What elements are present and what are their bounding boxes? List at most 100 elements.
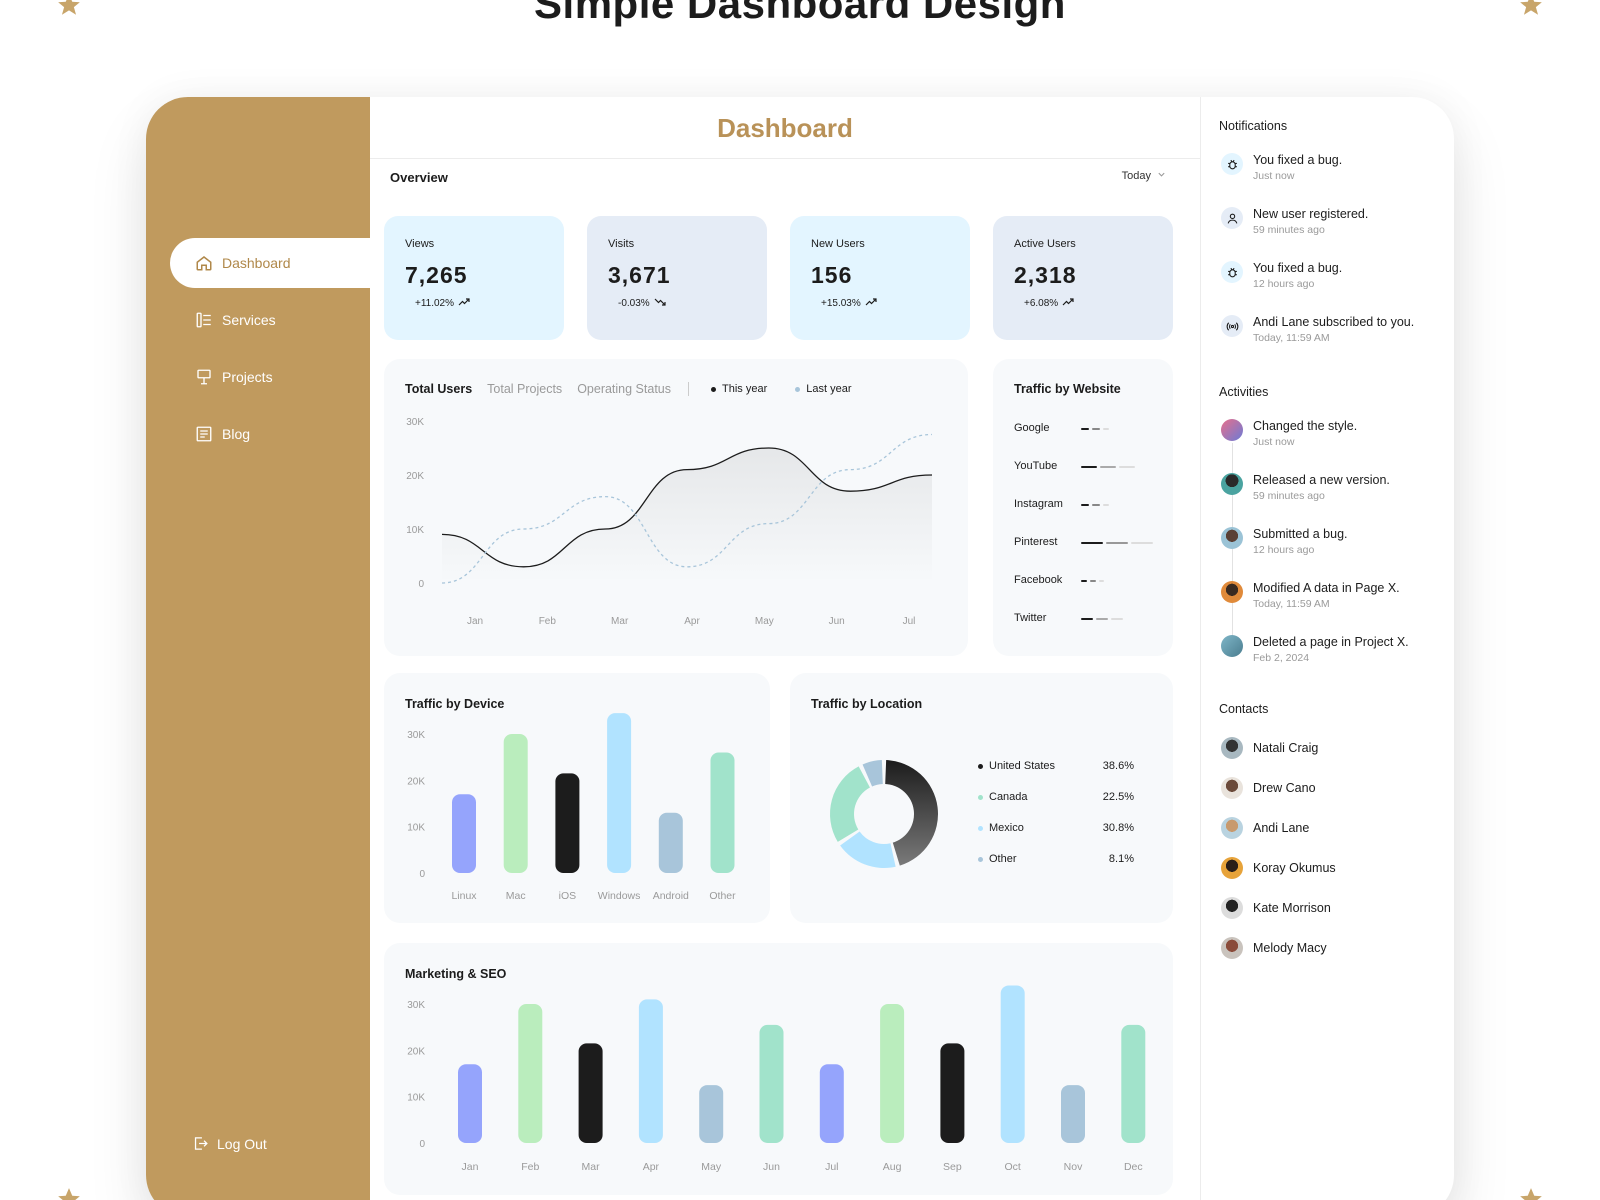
avatar	[1221, 419, 1243, 441]
y-tick-label: 10K	[406, 525, 424, 536]
trend-up-icon	[458, 297, 470, 310]
avatar	[1221, 527, 1243, 549]
contact-name: Andi Lane	[1253, 821, 1310, 835]
activity-text: Submitted a bug.	[1253, 527, 1348, 541]
x-tick-label: May	[701, 1161, 722, 1173]
bar	[458, 1064, 482, 1143]
bug-icon	[1221, 261, 1243, 283]
contact-name: Kate Morrison	[1253, 901, 1331, 915]
presentation-icon	[194, 367, 214, 387]
notification-text: You fixed a bug.	[1253, 261, 1343, 275]
activity-item[interactable]: Changed the style. Just now	[1221, 419, 1451, 451]
panel-title: Marketing & SEO	[405, 967, 507, 981]
traffic-device-panel: Traffic by Device 0 10K 20K 30K Linux Mac iOS W…	[384, 673, 770, 923]
chevron-down-icon	[1157, 170, 1166, 182]
bar	[578, 1043, 603, 1143]
y-tick-label: 0	[419, 1139, 425, 1150]
x-tick-label: Feb	[539, 616, 557, 627]
bar	[1061, 1085, 1085, 1143]
activity-time: Just now	[1253, 436, 1295, 448]
bar	[710, 752, 735, 873]
sidebar-item-services[interactable]: Services	[170, 295, 370, 345]
activity-item[interactable]: Released a new version. 59 minutes ago	[1221, 473, 1451, 505]
bar	[819, 1064, 844, 1143]
x-tick-label: Apr	[643, 1161, 660, 1173]
contact-item[interactable]: Natali Craig	[1221, 737, 1318, 759]
trend-down-icon	[654, 297, 666, 310]
tab-divider	[688, 382, 689, 396]
donut-slice	[885, 760, 938, 866]
contact-item[interactable]: Koray Okumus	[1221, 857, 1336, 879]
right-panel: Notifications You fixed a bug. Just now N…	[1200, 97, 1454, 1200]
location-name: Canada	[989, 791, 1028, 803]
x-tick-label: Mac	[506, 890, 526, 902]
tab-total-users[interactable]: Total Users	[405, 382, 473, 396]
tab-total-projects[interactable]: Total Projects	[487, 382, 563, 396]
activity-text: Released a new version.	[1253, 473, 1390, 487]
sidebar-item-projects[interactable]: Projects	[170, 352, 370, 402]
x-tick-label: May	[755, 616, 774, 627]
location-name: Mexico	[989, 822, 1024, 834]
bar	[759, 1024, 784, 1143]
location-value: 22.5%	[1102, 791, 1134, 803]
stat-value: 2,318	[1014, 262, 1077, 288]
star-decoration-icon	[1518, 0, 1544, 18]
total-users-panel: Total Users Total Projects Operating Sta…	[384, 359, 968, 656]
x-tick-label: Jan	[467, 616, 483, 627]
notification-item[interactable]: You fixed a bug. 12 hours ago	[1221, 261, 1451, 293]
location-name: United States	[989, 760, 1056, 772]
stat-change: +15.03%	[821, 298, 861, 309]
sidebar: Dashboard Services Projects Blog Log Out	[146, 97, 370, 1200]
stat-change: +6.08%	[1024, 298, 1059, 309]
tab-operating-status[interactable]: Operating Status	[577, 382, 671, 396]
bar	[1000, 985, 1025, 1143]
contact-name: Drew Cano	[1253, 781, 1316, 795]
notification-text: Andi Lane subscribed to you.	[1253, 315, 1415, 329]
y-tick-label: 10K	[407, 1093, 425, 1104]
stat-value: 3,671	[608, 262, 671, 288]
legend-this-year: This year	[711, 383, 767, 395]
contact-item[interactable]: Melody Macy	[1221, 937, 1327, 959]
x-tick-label: Windows	[598, 890, 641, 902]
sidebar-item-blog[interactable]: Blog	[170, 409, 370, 459]
contact-name: Natali Craig	[1253, 741, 1319, 755]
broadcast-icon	[1221, 315, 1243, 337]
location-value: 30.8%	[1102, 822, 1134, 834]
avatar	[1221, 857, 1243, 879]
dashboard-card: Dashboard Services Projects Blog Log Out	[146, 97, 1454, 1200]
contact-name: Koray Okumus	[1253, 861, 1336, 875]
contact-item[interactable]: Andi Lane	[1221, 817, 1309, 839]
x-tick-label: Oct	[1005, 1161, 1021, 1173]
avatar	[1221, 777, 1243, 799]
contact-item[interactable]: Drew Cano	[1221, 777, 1316, 799]
activities-title: Activities	[1219, 385, 1269, 399]
avatar	[1221, 817, 1243, 839]
total-users-line-chart: 0 10K 20K 30K Jan Feb Mar Apr May Jun Jul	[406, 417, 933, 627]
sidebar-item-dashboard[interactable]: Dashboard	[170, 238, 370, 288]
activity-item[interactable]: Deleted a page in Project X. Feb 2, 2024	[1221, 635, 1451, 667]
sidebar-item-label: Projects	[222, 369, 273, 385]
notification-item[interactable]: You fixed a bug. Just now	[1221, 153, 1451, 185]
logout-button[interactable]: Log Out	[192, 1135, 267, 1152]
x-tick-label: Feb	[521, 1161, 539, 1173]
bar	[452, 794, 476, 873]
activity-item[interactable]: Modified A data in Page X. Today, 11:59 A…	[1221, 581, 1451, 613]
activity-time: 12 hours ago	[1253, 544, 1315, 556]
y-tick-label: 0	[418, 579, 424, 590]
x-tick-label: Dec	[1124, 1161, 1143, 1173]
trend-up-icon	[865, 297, 877, 310]
panel-title: Traffic by Device	[405, 697, 505, 711]
notification-item[interactable]: Andi Lane subscribed to you. Today, 11:59…	[1221, 315, 1451, 347]
contact-item[interactable]: Kate Morrison	[1221, 897, 1331, 919]
website-label: Facebook	[1014, 574, 1063, 586]
activity-text: Changed the style.	[1253, 419, 1358, 433]
stat-change: -0.03%	[618, 298, 650, 309]
location-row: Canada 22.5%	[978, 791, 1134, 803]
logout-icon	[192, 1135, 209, 1152]
traffic-location-panel: Traffic by Location United States 38.6% C…	[790, 673, 1173, 923]
notification-item[interactable]: New user registered. 59 minutes ago	[1221, 207, 1451, 239]
main-content: Dashboard Overview Today Views 7,265 +11…	[370, 97, 1200, 1200]
activity-item[interactable]: Submitted a bug. 12 hours ago	[1221, 527, 1451, 559]
sidebar-item-label: Dashboard	[222, 255, 291, 271]
range-select[interactable]: Today	[1122, 170, 1166, 182]
